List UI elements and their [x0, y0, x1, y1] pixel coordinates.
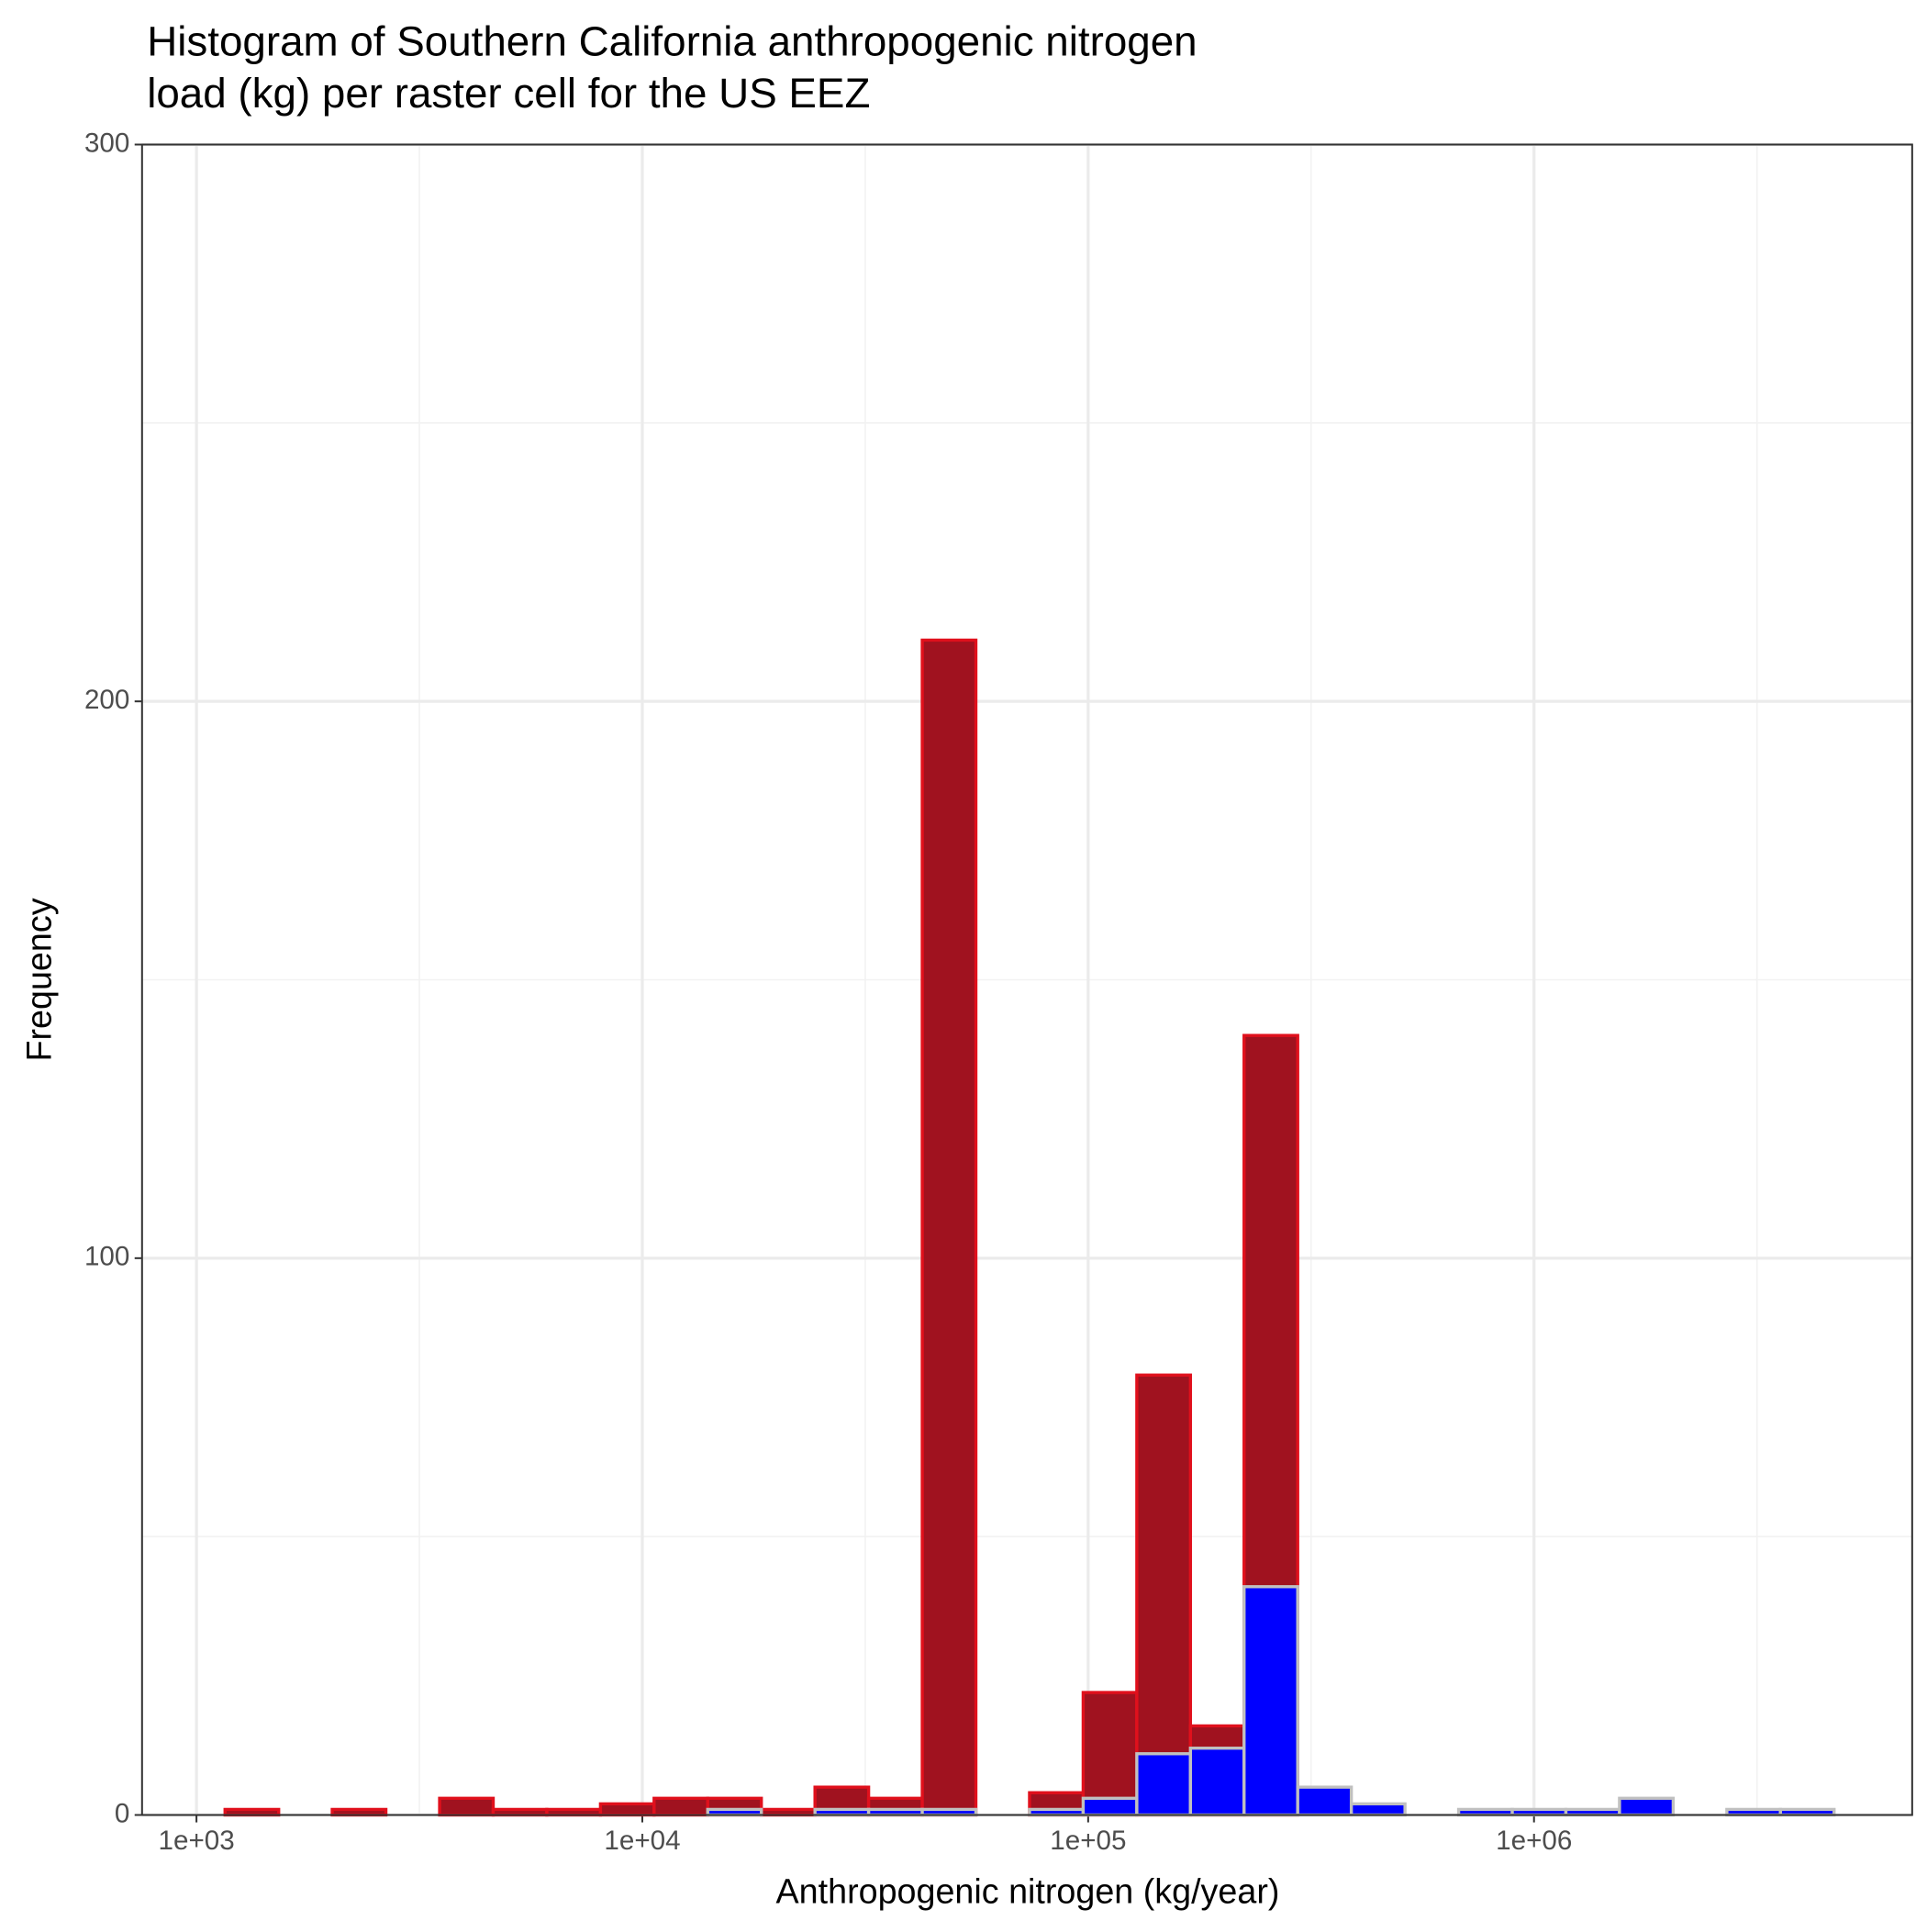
- histogram-bar: [1188, 1747, 1246, 1817]
- x-tick-label: 1e+03: [159, 1826, 235, 1856]
- histogram-bar: [1296, 1785, 1353, 1817]
- histogram-bar: [1242, 1585, 1299, 1817]
- histogram-bar: [1081, 1691, 1139, 1817]
- y-tick-label: 300: [84, 128, 129, 158]
- histogram-bar: [1135, 1373, 1193, 1817]
- histogram-bar: [438, 1796, 496, 1817]
- histogram-bar: [652, 1796, 709, 1817]
- histogram-bar: [1135, 1752, 1193, 1817]
- y-tick-label: 200: [84, 685, 129, 715]
- x-axis-title: Anthropogenic nitrogen (kg/year): [776, 1872, 1280, 1911]
- panel-border: [140, 143, 1913, 1816]
- chart-title: load (kg) per raster cell for the US EEZ: [147, 70, 870, 117]
- histogram-bar: [1081, 1796, 1139, 1817]
- x-tick-label: 1e+05: [1050, 1826, 1126, 1856]
- histogram-bar: [920, 638, 978, 1817]
- histogram-bar: [1349, 1802, 1407, 1817]
- chart-title: Histogram of Southern California anthrop…: [147, 18, 1197, 65]
- y-tick-label: 0: [115, 1798, 129, 1828]
- histogram-bar: [1618, 1796, 1676, 1817]
- x-tick-label: 1e+06: [1496, 1826, 1572, 1856]
- histogram-bar: [598, 1802, 656, 1817]
- y-tick-label: 100: [84, 1242, 129, 1272]
- x-tick-label: 1e+04: [604, 1826, 680, 1856]
- y-axis-title: Frequency: [20, 898, 59, 1061]
